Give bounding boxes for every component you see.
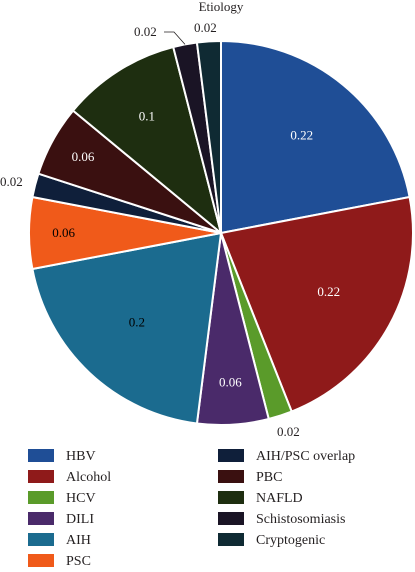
legend-label-pbc: PBC <box>256 470 282 485</box>
legend-label-aih-psc-overlap: AIH/PSC overlap <box>256 449 355 464</box>
legend-swatch-alcohol <box>28 470 54 483</box>
leader-line-schistosomiasis <box>164 31 186 45</box>
slice-label-alcohol: 0.22 <box>317 284 340 299</box>
pie-slice-alcohol <box>219 195 414 413</box>
legend-swatch-nafld <box>218 491 244 504</box>
pie-slice-cryptogenic <box>195 39 222 234</box>
legend-swatch-pbc <box>218 470 244 483</box>
legend-swatch-aih-psc-overlap <box>218 449 244 462</box>
slice-label-aih-psc-overlap: 0.02 <box>0 174 23 189</box>
legend-swatch-schistosomiasis <box>218 512 244 525</box>
pie-slice-aih <box>31 231 223 425</box>
legend-label-psc: PSC <box>66 554 91 569</box>
slice-label-aih: 0.2 <box>129 315 145 330</box>
slice-label-cryptogenic: 0.02 <box>194 20 217 35</box>
legend-label-nafld: NAFLD <box>256 491 303 506</box>
legend-swatch-cryptogenic <box>218 533 244 546</box>
legend-swatch-hbv <box>28 449 54 462</box>
legend-swatch-hcv <box>28 491 54 504</box>
slice-label-psc: 0.06 <box>52 225 75 240</box>
legend-label-alcohol: Alcohol <box>66 470 111 485</box>
legend-swatch-psc <box>28 554 54 567</box>
legend-swatch-aih <box>28 533 54 546</box>
pie-slices <box>28 39 414 426</box>
chart-title: Etiology <box>199 0 244 14</box>
legend: HBV Alcohol HCV DILI AIH PSC AIH/PSC overlap PB… <box>28 449 355 569</box>
legend-swatch-dili <box>28 512 54 525</box>
legend-label-schistosomiasis: Schistosomiasis <box>256 512 345 527</box>
pie-slice-nafld <box>71 45 223 236</box>
slice-label-dili: 0.06 <box>219 375 242 390</box>
slice-label-pbc: 0.06 <box>72 149 95 164</box>
legend-label-cryptogenic: Cryptogenic <box>256 533 325 548</box>
legend-label-dili: DILI <box>66 512 94 527</box>
slice-label-schistosomiasis: 0.02 <box>134 24 157 39</box>
legend-label-hbv: HBV <box>66 449 96 464</box>
legend-label-aih: AIH <box>66 533 91 548</box>
slice-label-hbv: 0.22 <box>290 127 313 142</box>
slice-label-nafld: 0.1 <box>139 108 155 123</box>
pie-slice-hbv <box>220 39 411 235</box>
slice-labels: 0.22 0.22 0.02 0.06 0.2 0.06 0.02 0.06 0.1 0.02 0.… <box>0 20 340 439</box>
legend-label-hcv: HCV <box>66 491 96 506</box>
slice-label-hcv: 0.02 <box>277 424 300 439</box>
